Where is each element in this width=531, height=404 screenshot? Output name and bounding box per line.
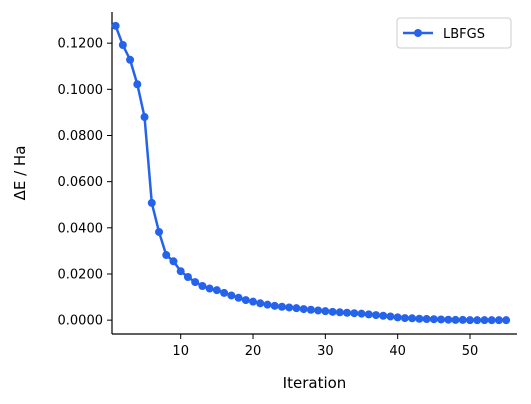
y-tick-label: 0.0600 <box>58 175 104 190</box>
data-point <box>256 299 265 308</box>
data-point <box>379 311 388 320</box>
data-point <box>429 315 438 324</box>
series-group <box>111 21 511 325</box>
data-point <box>408 314 417 323</box>
x-tick-label: 20 <box>245 344 262 359</box>
data-point <box>480 316 489 325</box>
x-ticks: 10 20 30 40 50 <box>172 334 478 359</box>
data-point <box>458 315 467 324</box>
data-point <box>198 281 207 290</box>
legend: LBFGS <box>396 17 512 49</box>
data-point <box>126 55 135 64</box>
data-point <box>147 198 156 207</box>
y-axis-title: ΔE / Ha <box>11 146 29 201</box>
data-point <box>234 293 243 302</box>
data-point <box>371 311 380 320</box>
data-point <box>205 284 214 293</box>
data-point <box>422 314 431 323</box>
data-point <box>364 310 373 319</box>
data-point <box>292 304 301 313</box>
data-point <box>285 303 294 312</box>
data-point <box>162 251 171 260</box>
data-point <box>400 314 409 323</box>
data-point <box>415 314 424 323</box>
data-point <box>270 301 279 310</box>
x-tick-label: 50 <box>462 344 479 359</box>
data-point <box>212 286 221 295</box>
y-tick-label: 0.0000 <box>58 314 104 329</box>
data-point <box>502 316 511 325</box>
x-tick-label: 40 <box>389 344 406 359</box>
data-point <box>299 305 308 314</box>
data-point <box>155 227 164 236</box>
data-point <box>176 267 185 276</box>
data-point <box>343 308 352 317</box>
legend-label: LBFGS <box>443 27 485 42</box>
data-point <box>241 296 250 305</box>
y-tick-label: 0.0400 <box>58 221 104 236</box>
data-point <box>314 306 323 315</box>
legend-box <box>396 17 512 49</box>
data-point <box>140 113 149 122</box>
data-point <box>494 316 503 325</box>
data-point <box>277 302 286 311</box>
y-tick-label: 0.1000 <box>58 83 104 98</box>
data-point <box>444 315 453 324</box>
data-point <box>111 21 120 30</box>
data-point <box>451 315 460 324</box>
y-tick-label: 0.0200 <box>58 267 104 282</box>
data-point <box>350 309 359 318</box>
axes <box>111 12 517 335</box>
data-point <box>328 307 337 316</box>
data-point <box>227 291 236 300</box>
x-axis-title: Iteration <box>283 374 347 392</box>
data-point <box>386 312 395 321</box>
data-point <box>249 297 258 306</box>
data-point <box>357 309 366 318</box>
x-tick-label: 30 <box>317 344 334 359</box>
y-tick-label: 0.0800 <box>58 129 104 144</box>
data-point <box>183 272 192 281</box>
y-tick-label: 0.1200 <box>58 37 104 52</box>
data-point <box>487 316 496 325</box>
data-point <box>321 307 330 316</box>
data-point <box>465 316 474 325</box>
data-point <box>473 316 482 325</box>
data-point <box>393 313 402 322</box>
data-point <box>437 315 446 324</box>
data-point <box>220 288 229 297</box>
data-point <box>133 80 142 89</box>
data-point <box>335 308 344 317</box>
data-point <box>169 257 178 266</box>
data-point <box>118 41 127 50</box>
legend-swatch-marker <box>414 29 422 37</box>
x-tick-label: 10 <box>172 344 189 359</box>
data-point <box>306 305 315 314</box>
data-point <box>263 300 272 309</box>
y-ticks: 0.0000 0.0200 0.0400 0.0600 0.0800 0.1000 0.12… <box>58 37 112 329</box>
data-point <box>191 278 200 287</box>
series-line <box>114 25 507 322</box>
